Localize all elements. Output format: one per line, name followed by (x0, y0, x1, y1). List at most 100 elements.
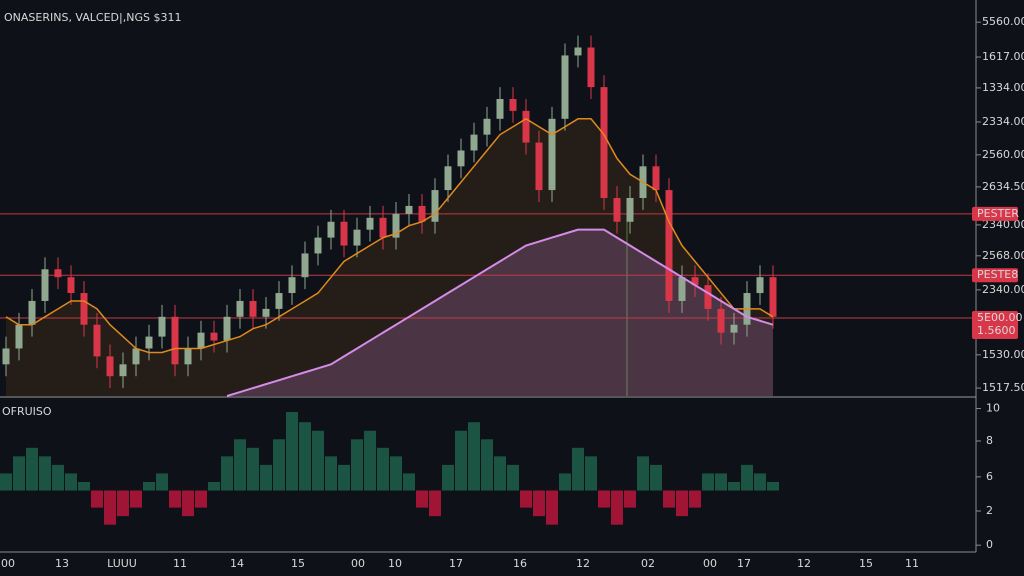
indicator-bar (260, 464, 272, 491)
x-tick-label: 14 (230, 557, 244, 570)
y-tick-label: 1617.000 (982, 50, 1024, 63)
candle-body (340, 221, 348, 246)
candle-body (249, 300, 257, 317)
indicator-bar (351, 439, 363, 491)
indicator-bar (585, 456, 597, 491)
indicator-bar (533, 490, 545, 517)
chart-title: ONASERINS, VALCED|,NGS $311 (4, 11, 181, 24)
y-tick-label: 5560.00 (982, 15, 1024, 28)
candle-body (327, 221, 335, 238)
indicator-bar (611, 490, 623, 525)
indicator-bar (754, 473, 766, 491)
candle-body (769, 277, 777, 317)
price-tag (972, 268, 1018, 283)
candle-body (600, 87, 608, 198)
indicator-bar (182, 490, 194, 517)
candle-body (457, 150, 465, 167)
candle-body (54, 269, 62, 278)
indicator-bar (494, 456, 506, 491)
candle-body (405, 205, 413, 214)
indicator-bar (442, 464, 454, 491)
indicator-tick-label: 0 (986, 538, 993, 551)
candle-body (145, 336, 153, 349)
candle-body (275, 293, 283, 309)
price-tag-label: PESTE8 (977, 268, 1018, 281)
overlay-line (5, 117, 774, 354)
candle-body (28, 300, 36, 325)
indicator-bar (507, 464, 519, 491)
indicator-bar (91, 490, 103, 508)
indicator-bar (741, 464, 753, 491)
indicator-bar (403, 473, 415, 491)
candle-body (730, 324, 738, 333)
indicator-bar (65, 473, 77, 491)
indicator-bar (572, 447, 584, 491)
candle-body (548, 118, 556, 191)
indicator-bar (663, 490, 675, 508)
candle-body (613, 198, 621, 222)
indicator-title: OFRUISO (2, 405, 52, 418)
indicator-bar (624, 490, 636, 508)
indicator-bar (390, 456, 402, 491)
candle-body (2, 348, 10, 365)
x-tick-label: 13 (55, 557, 69, 570)
x-tick-label: 11 (173, 557, 187, 570)
x-tick-label: 17 (449, 557, 463, 570)
price-tag (972, 206, 1018, 221)
indicator-bar (702, 473, 714, 491)
candle-body (366, 217, 374, 230)
indicator-tick-label: 6 (986, 470, 993, 483)
candle-body (509, 99, 517, 111)
candle-body (717, 308, 725, 333)
x-tick-label: 12 (797, 557, 811, 570)
indicator-bar (221, 456, 233, 491)
y-tick-label: 2340.00 (982, 218, 1024, 231)
indicator-bar (715, 473, 727, 491)
indicator-bar (169, 490, 181, 508)
indicator-bar (78, 481, 90, 491)
overlay-area (227, 229, 773, 396)
candle-body (197, 332, 205, 349)
indicator-bar (364, 430, 376, 491)
candle-body (691, 277, 699, 286)
candle-body (93, 324, 101, 357)
overlay-line (226, 228, 774, 397)
indicator-bar (247, 447, 259, 491)
indicator-bar (546, 490, 558, 525)
indicator-bar (143, 481, 155, 491)
candle-body (561, 55, 569, 119)
indicator-bar (689, 490, 701, 508)
indicator-bar (598, 490, 610, 508)
candle-body (158, 316, 166, 337)
x-tick-label: 17 (737, 557, 751, 570)
indicator-bar (130, 490, 142, 508)
candle-body (288, 277, 296, 294)
price-tag (972, 310, 1018, 339)
candle-body (431, 190, 439, 222)
indicator-bar (416, 490, 428, 508)
indicator-bar (676, 490, 688, 517)
x-tick-label: 00 (351, 557, 365, 570)
indicator-bar (156, 473, 168, 491)
x-tick-label: 00 (703, 557, 717, 570)
candle-body (379, 217, 387, 238)
candle-body (353, 229, 361, 246)
indicator-bar (728, 481, 740, 491)
x-tick-label: 10 (388, 557, 402, 570)
x-tick-label: 15 (859, 557, 873, 570)
indicator-bar (312, 430, 324, 491)
indicator-tick-label: 2 (986, 504, 993, 517)
candle-body (678, 277, 686, 301)
price-tag-label: PESTER (977, 207, 1019, 220)
candle-body (132, 348, 140, 365)
indicator-bar (286, 411, 298, 491)
x-tick-label: LUUU (107, 557, 137, 570)
indicator-tick-label: 10 (986, 402, 1000, 415)
candle-body (522, 110, 530, 143)
indicator-bar (650, 464, 662, 491)
y-tick-label: 2340.000 (982, 283, 1024, 296)
indicator-bar (338, 464, 350, 491)
indicator-bar (0, 473, 12, 491)
candle-body (106, 356, 114, 377)
indicator-bar (455, 430, 467, 491)
